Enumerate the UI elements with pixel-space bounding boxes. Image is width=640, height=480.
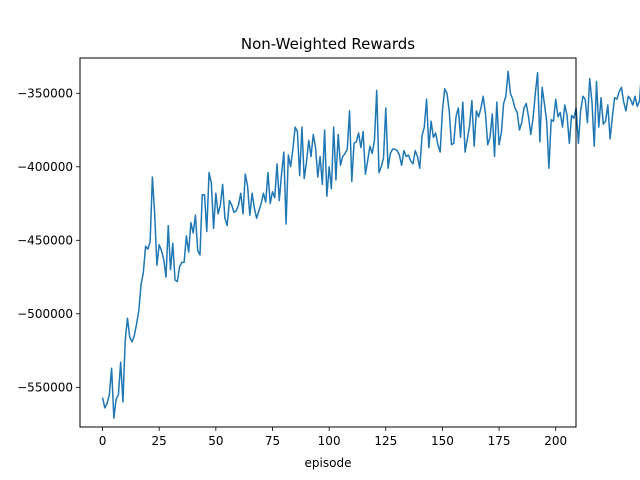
axes-frame: [79, 57, 577, 428]
y-tick-label: −500000: [17, 307, 73, 321]
x-axis-label: episode: [305, 456, 352, 470]
y-axis: −550000 −500000 −450000 −400000 −350000: [17, 86, 80, 394]
y-tick-label: −400000: [17, 160, 73, 174]
x-tick-label: 0: [99, 434, 107, 448]
x-axis: 0 25 50 75 100 125 150 175 200: [99, 427, 567, 448]
x-tick-label: 25: [152, 434, 167, 448]
x-tick-label: 200: [544, 434, 567, 448]
x-tick-label: 75: [265, 434, 280, 448]
x-tick-label: 150: [431, 434, 454, 448]
plot-area: [101, 70, 640, 419]
x-tick-label: 50: [208, 434, 223, 448]
x-tick-label: 125: [374, 434, 397, 448]
series-line-0: [101, 70, 640, 419]
x-tick-label: 175: [488, 434, 511, 448]
y-tick-label: −450000: [17, 233, 73, 247]
y-tick-label: −350000: [17, 86, 73, 100]
x-tick-label: 100: [318, 434, 341, 448]
y-tick-label: −550000: [17, 380, 73, 394]
chart-title: Non-Weighted Rewards: [241, 35, 415, 53]
